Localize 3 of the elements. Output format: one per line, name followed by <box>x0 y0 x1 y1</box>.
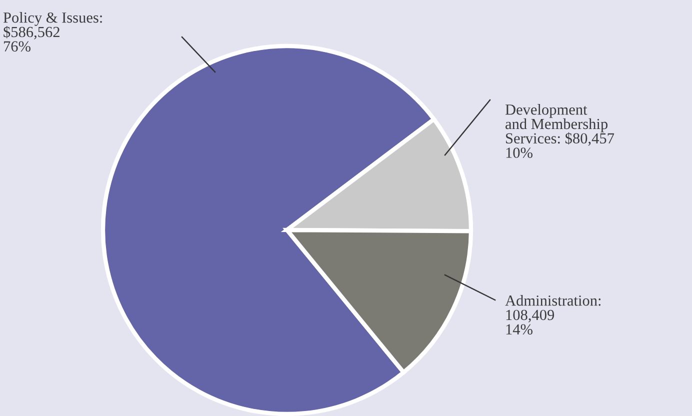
slice-label: Administration: 108,409 14% <box>505 295 601 335</box>
slice-label: Development and Membership Services: $80,457 10% <box>505 104 614 158</box>
slice-label: Policy & Issues: $586,562 76% <box>3 12 102 52</box>
